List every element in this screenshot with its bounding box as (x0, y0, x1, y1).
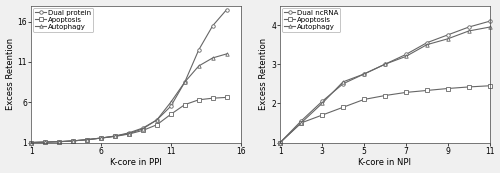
Dual protein (168, 105, 174, 107)
Apoptosis (70, 140, 76, 142)
Autophagy (319, 102, 325, 104)
Autophagy (224, 53, 230, 55)
Apoptosis (298, 122, 304, 124)
Dual protein (56, 141, 62, 143)
Apoptosis (56, 141, 62, 143)
Apoptosis (182, 104, 188, 106)
Autophagy (42, 141, 48, 143)
Apoptosis (466, 86, 471, 88)
Dual protein (98, 137, 104, 139)
Apoptosis (382, 94, 388, 97)
Dual ncRNA (361, 73, 367, 75)
Line: Apoptosis: Apoptosis (278, 84, 492, 144)
Autophagy (210, 57, 216, 59)
Apoptosis (445, 88, 451, 90)
Dual protein (126, 132, 132, 134)
Dual protein (182, 81, 188, 83)
Autophagy (466, 30, 471, 32)
Apoptosis (210, 97, 216, 99)
X-axis label: K-core in NPI: K-core in NPI (358, 158, 412, 167)
Apoptosis (42, 141, 48, 143)
Y-axis label: Excess Retention: Excess Retention (260, 38, 268, 110)
Y-axis label: Excess Retention: Excess Retention (6, 38, 15, 110)
Autophagy (361, 73, 367, 75)
Apoptosis (403, 91, 409, 93)
Apoptosis (224, 96, 230, 98)
Legend: Dual ncRNA, Apoptosis, Autophagy: Dual ncRNA, Apoptosis, Autophagy (282, 8, 341, 32)
Apoptosis (486, 85, 492, 87)
Autophagy (70, 140, 76, 142)
Apoptosis (319, 114, 325, 116)
Autophagy (28, 142, 34, 144)
Dual protein (112, 135, 118, 137)
Autophagy (140, 128, 146, 130)
Autophagy (486, 26, 492, 28)
Line: Apoptosis: Apoptosis (30, 96, 228, 144)
Apoptosis (112, 135, 118, 138)
Dual ncRNA (466, 26, 471, 28)
Dual protein (42, 141, 48, 143)
Dual protein (224, 8, 230, 11)
Apoptosis (28, 142, 34, 144)
Apoptosis (140, 129, 146, 131)
Dual protein (140, 127, 146, 129)
Autophagy (182, 81, 188, 83)
Dual ncRNA (403, 53, 409, 56)
Dual ncRNA (382, 63, 388, 65)
Dual ncRNA (424, 42, 430, 44)
Dual ncRNA (277, 142, 283, 144)
Autophagy (126, 133, 132, 135)
Autophagy (168, 101, 174, 103)
Apoptosis (424, 89, 430, 92)
Dual ncRNA (340, 83, 346, 85)
Autophagy (154, 119, 160, 121)
Autophagy (196, 65, 202, 67)
Apoptosis (340, 106, 346, 108)
Dual protein (28, 142, 34, 144)
Dual ncRNA (445, 34, 451, 36)
X-axis label: K-core in PPI: K-core in PPI (110, 158, 162, 167)
Autophagy (445, 38, 451, 40)
Apoptosis (196, 99, 202, 101)
Apoptosis (154, 124, 160, 126)
Dual ncRNA (319, 100, 325, 102)
Autophagy (56, 141, 62, 143)
Line: Dual ncRNA: Dual ncRNA (278, 20, 492, 144)
Apoptosis (126, 133, 132, 135)
Autophagy (403, 55, 409, 57)
Legend: Dual protein, Apoptosis, Autophagy: Dual protein, Apoptosis, Autophagy (33, 8, 93, 32)
Autophagy (340, 81, 346, 83)
Apoptosis (98, 137, 104, 139)
Line: Autophagy: Autophagy (30, 52, 228, 144)
Apoptosis (277, 142, 283, 144)
Autophagy (298, 122, 304, 124)
Apoptosis (84, 139, 90, 141)
Autophagy (84, 139, 90, 141)
Autophagy (98, 137, 104, 139)
Autophagy (424, 44, 430, 46)
Apoptosis (168, 113, 174, 115)
Line: Dual protein: Dual protein (30, 8, 228, 144)
Autophagy (112, 135, 118, 137)
Dual protein (196, 49, 202, 51)
Dual protein (84, 139, 90, 141)
Autophagy (382, 63, 388, 65)
Dual protein (70, 140, 76, 142)
Dual protein (210, 25, 216, 27)
Dual ncRNA (298, 120, 304, 122)
Line: Autophagy: Autophagy (278, 25, 492, 144)
Dual ncRNA (486, 20, 492, 22)
Apoptosis (361, 98, 367, 101)
Dual protein (154, 119, 160, 121)
Autophagy (277, 142, 283, 144)
